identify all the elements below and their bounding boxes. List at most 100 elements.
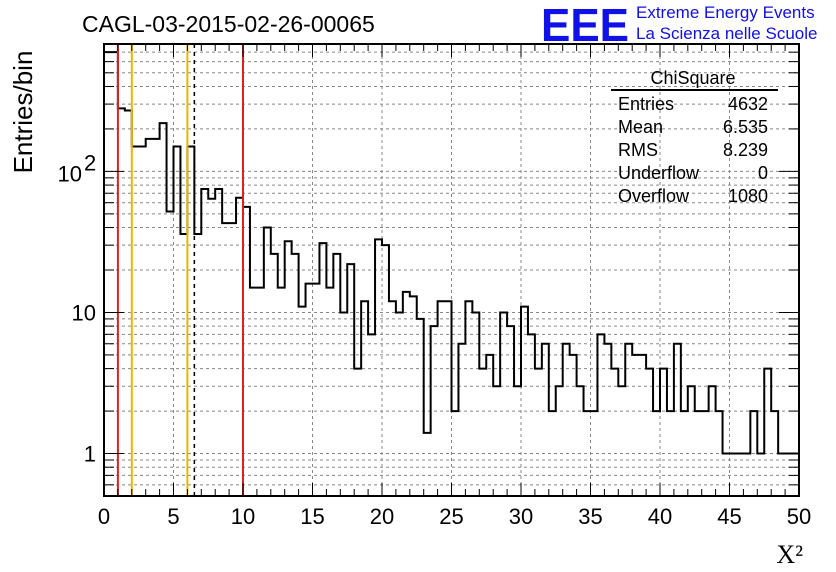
- histogram-bin: [139, 147, 146, 496]
- chart-title: CAGL-03-2015-02-26-00065: [82, 11, 375, 37]
- y-tick-label-100-base: 10: [58, 161, 82, 186]
- histogram-bin: [215, 189, 222, 496]
- stats-overflow-label: Overflow: [618, 186, 690, 206]
- histogram-bin: [625, 344, 632, 496]
- histogram-outline: [104, 51, 799, 455]
- histogram-bin: [563, 344, 570, 496]
- histogram-bin: [118, 108, 125, 496]
- histogram-bin: [229, 223, 236, 496]
- histogram-bin: [500, 312, 507, 496]
- histogram-bin: [458, 344, 465, 496]
- histogram-bin: [187, 147, 194, 496]
- x-tick-label: 15: [300, 504, 324, 529]
- x-tick-label: 5: [167, 504, 179, 529]
- x-tick-label: 30: [509, 504, 533, 529]
- x-tick-label: 25: [439, 504, 463, 529]
- y-tick-label-100-exp: 2: [84, 150, 96, 175]
- histogram-layer: [104, 51, 799, 496]
- histogram-bin: [556, 386, 563, 496]
- histogram-bin: [153, 139, 160, 496]
- histogram-bin: [618, 386, 625, 496]
- stats-header: ChiSquare: [650, 68, 735, 88]
- histogram-bin: [104, 52, 111, 496]
- histogram-bin: [472, 312, 479, 496]
- stats-mean-value: 6.535: [723, 117, 768, 137]
- histogram-bin: [479, 369, 486, 496]
- stats-entries-label: Entries: [618, 94, 674, 114]
- histogram-bin: [194, 234, 201, 496]
- histogram-bin: [340, 312, 347, 496]
- histogram-bin: [417, 319, 424, 496]
- x-tick-label: 40: [648, 504, 672, 529]
- histogram-bin: [403, 292, 410, 496]
- x-tick-label: 10: [231, 504, 255, 529]
- gridlines: [104, 43, 799, 497]
- histogram-bin: [264, 228, 271, 496]
- stats-rms-value: 8.239: [723, 140, 768, 160]
- y-tick-label: 10: [72, 300, 96, 325]
- histogram-bin: [354, 369, 361, 496]
- stats-entries-value: 4632: [728, 94, 768, 114]
- histogram-bin: [125, 111, 132, 496]
- stats-mean-label: Mean: [618, 117, 663, 137]
- y-axis-title: Entries/bin: [8, 51, 38, 174]
- eee-logo-letters: EEE: [541, 0, 629, 51]
- histogram-bin: [660, 369, 667, 496]
- x-tick-label: 35: [578, 504, 602, 529]
- histogram-bin: [146, 139, 153, 496]
- histogram-bin: [396, 312, 403, 496]
- histogram-bin: [174, 147, 181, 496]
- histogram-bin: [424, 433, 431, 496]
- histogram-bin: [611, 369, 618, 496]
- histogram-bin: [208, 199, 215, 496]
- histogram-bin: [132, 147, 139, 496]
- histogram-bin: [535, 369, 542, 496]
- histogram-bin: [180, 234, 187, 496]
- stats-underflow-label: Underflow: [618, 163, 700, 183]
- histogram-bin: [688, 386, 695, 496]
- histogram-bin: [368, 334, 375, 496]
- x-tick-label: 50: [787, 504, 811, 529]
- eee-logo: EEE Extreme Energy Events La Scienza nel…: [541, 0, 817, 51]
- histogram-bin: [493, 386, 500, 496]
- x-tick-label: 45: [717, 504, 741, 529]
- marker-lines: [116, 44, 244, 496]
- stats-overflow-value: 1080: [728, 186, 768, 206]
- histogram-bin: [674, 344, 681, 496]
- histogram-bin: [347, 264, 354, 496]
- histogram-bin: [313, 284, 320, 496]
- logo-line-1: Extreme Energy Events: [636, 3, 815, 22]
- histogram-bin: [542, 344, 549, 496]
- stats-underflow-value: 0: [758, 163, 768, 183]
- histogram-bin: [646, 369, 653, 496]
- histogram-bin: [764, 369, 771, 496]
- histogram-bin: [201, 189, 208, 496]
- histogram-bin: [243, 207, 250, 496]
- histogram-bin: [570, 355, 577, 496]
- histogram-bin: [486, 355, 493, 496]
- x-axis-title: X²: [776, 540, 803, 569]
- y-tick-label: 1: [84, 442, 96, 467]
- histogram-bin: [709, 386, 716, 496]
- histogram-bin: [111, 52, 118, 496]
- logo-line-2: La Scienza nelle Scuole: [636, 24, 817, 43]
- histogram-bin: [639, 355, 646, 496]
- histogram-bin: [222, 223, 229, 496]
- histogram-bin: [382, 245, 389, 496]
- histogram-bin: [160, 123, 167, 496]
- histogram-bin: [375, 239, 382, 496]
- histogram-bin: [528, 334, 535, 496]
- histogram-bin: [632, 355, 639, 496]
- histogram-bin: [597, 334, 604, 496]
- histogram-bin: [577, 386, 584, 496]
- histogram-bin: [236, 198, 243, 496]
- histogram-bin: [306, 284, 313, 496]
- x-tick-label: 20: [370, 504, 394, 529]
- histogram-bin: [514, 386, 521, 496]
- x-tick-label: 0: [98, 504, 110, 529]
- stats-rms-label: RMS: [618, 140, 658, 160]
- stats-box: ChiSquare Entries 4632 Mean 6.535 RMS 8.239 Un…: [611, 68, 778, 206]
- histogram-bin: [319, 243, 326, 496]
